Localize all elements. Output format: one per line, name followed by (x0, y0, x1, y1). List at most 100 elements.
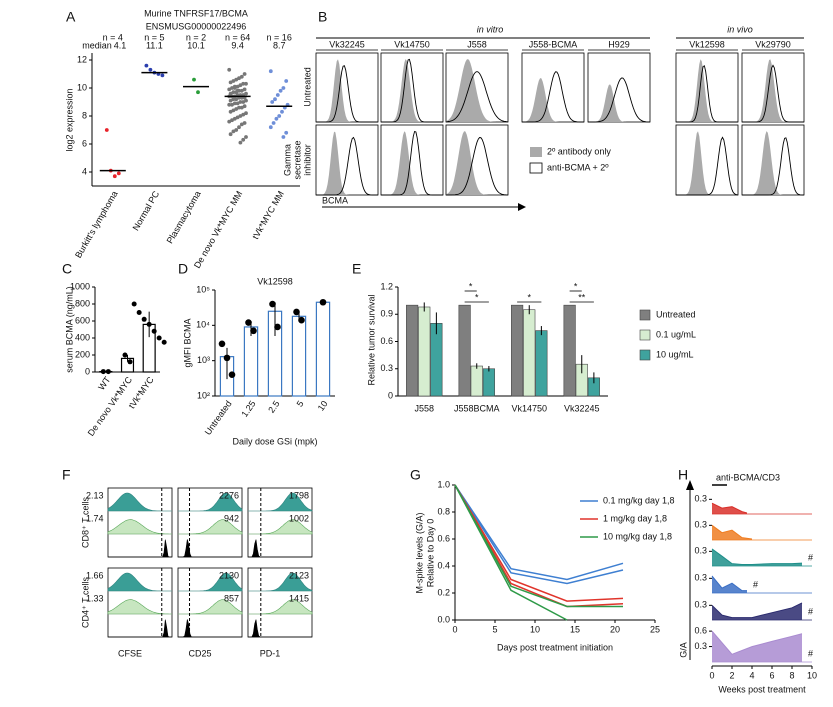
histogram-stained (381, 130, 443, 196)
point (268, 125, 273, 130)
point (100, 369, 106, 375)
mfi-value: 1.33 (86, 593, 104, 603)
point (245, 319, 252, 326)
n-label: n = 16 (267, 32, 292, 42)
point (235, 101, 240, 106)
histogram (248, 519, 313, 535)
row-label: CD4⁺ T cells (80, 577, 90, 628)
row-mark: # (808, 606, 813, 616)
y-tick-label: 0.9 (380, 309, 393, 319)
point (244, 111, 248, 116)
histogram-frame (675, 124, 739, 196)
point (228, 80, 233, 85)
y-tick-label: 4 (82, 166, 87, 176)
point (319, 298, 327, 306)
legend-label: 0.1 ug/mL (656, 329, 696, 339)
y-tick-label: 0.3 (694, 520, 707, 530)
column-label: Vk12598 (689, 39, 725, 49)
column-label: Vk29790 (755, 39, 791, 49)
y-axis-label: log2 expression (64, 88, 74, 151)
y-tick-label: 0.3 (380, 363, 393, 373)
median-value: 8.7 (273, 40, 286, 50)
x-tick-label: 10 (807, 670, 817, 680)
mfi-value: 2123 (289, 570, 309, 580)
x-tick-label: 8 (789, 670, 794, 680)
point (237, 105, 241, 110)
histogram (107, 519, 172, 535)
point (244, 98, 248, 103)
legend-swatch (639, 349, 651, 361)
x-tick-label: Vk32245 (564, 403, 600, 413)
histogram (107, 572, 172, 592)
point (244, 81, 248, 86)
point (234, 107, 239, 111)
point (228, 91, 233, 96)
point (112, 174, 117, 179)
legend-label: 10 ug/mL (656, 349, 694, 359)
y-tick-label: 800 (75, 298, 90, 308)
point (136, 310, 142, 315)
point (127, 359, 133, 365)
histogram-stained (588, 77, 651, 123)
y-tick-label: 0.6 (437, 533, 450, 543)
y-axis-label: G/A (678, 642, 688, 658)
median-value: 11.1 (146, 40, 163, 50)
significance-label: * (574, 281, 578, 291)
bar (291, 315, 307, 397)
x-tick-label: 5 (492, 624, 497, 634)
arrow-head (518, 203, 526, 211)
row-label: CD8⁺ T cells (80, 497, 90, 548)
y-tick-label: 0 (388, 390, 393, 400)
row-label: secretase (292, 140, 302, 179)
x-tick-label: 10 (316, 399, 330, 413)
point (242, 121, 247, 125)
point (244, 135, 248, 139)
row-mark: # (753, 579, 758, 589)
panel-letter: B (318, 9, 327, 25)
point (116, 171, 121, 176)
panel-letter: H (678, 467, 688, 483)
point (232, 116, 237, 121)
x-tick-label: Normal PC (131, 189, 162, 233)
bar (470, 365, 483, 397)
point (230, 118, 234, 123)
histogram-frame (521, 52, 585, 123)
histogram-control (381, 131, 443, 195)
panel-letter: G (410, 467, 421, 483)
point (239, 88, 244, 93)
point (196, 90, 200, 95)
line (454, 484, 624, 585)
x-tick-label: 5 (295, 399, 306, 409)
point (228, 98, 233, 103)
histogram-stained (742, 64, 804, 123)
arrow-head (686, 480, 694, 490)
n-label: n = 4 (103, 32, 123, 42)
point (237, 76, 241, 81)
histogram-frame (107, 567, 173, 638)
histogram-control (588, 84, 650, 122)
row-mark: # (808, 552, 813, 562)
point (218, 340, 226, 348)
point (228, 109, 233, 114)
bar (511, 304, 524, 397)
bar (458, 304, 471, 397)
histogram-frame (315, 52, 379, 123)
point (160, 73, 165, 78)
chart-subtitle: ENSMUSG00000022496 (146, 21, 247, 31)
median-label: median (82, 40, 112, 50)
mfi-value: 1.74 (86, 513, 104, 523)
mfi-value: 1415 (289, 593, 309, 603)
x-tick-label: 4 (749, 670, 754, 680)
row-mark: # (808, 648, 813, 658)
histogram-control (676, 59, 738, 122)
point (281, 135, 286, 139)
point (223, 354, 231, 362)
histogram-control (446, 131, 508, 195)
point (238, 114, 243, 118)
bar (482, 368, 495, 397)
point (269, 300, 276, 308)
histogram (248, 599, 313, 615)
histogram (108, 619, 172, 638)
y-tick-label: 10⁵ (196, 284, 210, 294)
histogram-control (676, 131, 738, 195)
